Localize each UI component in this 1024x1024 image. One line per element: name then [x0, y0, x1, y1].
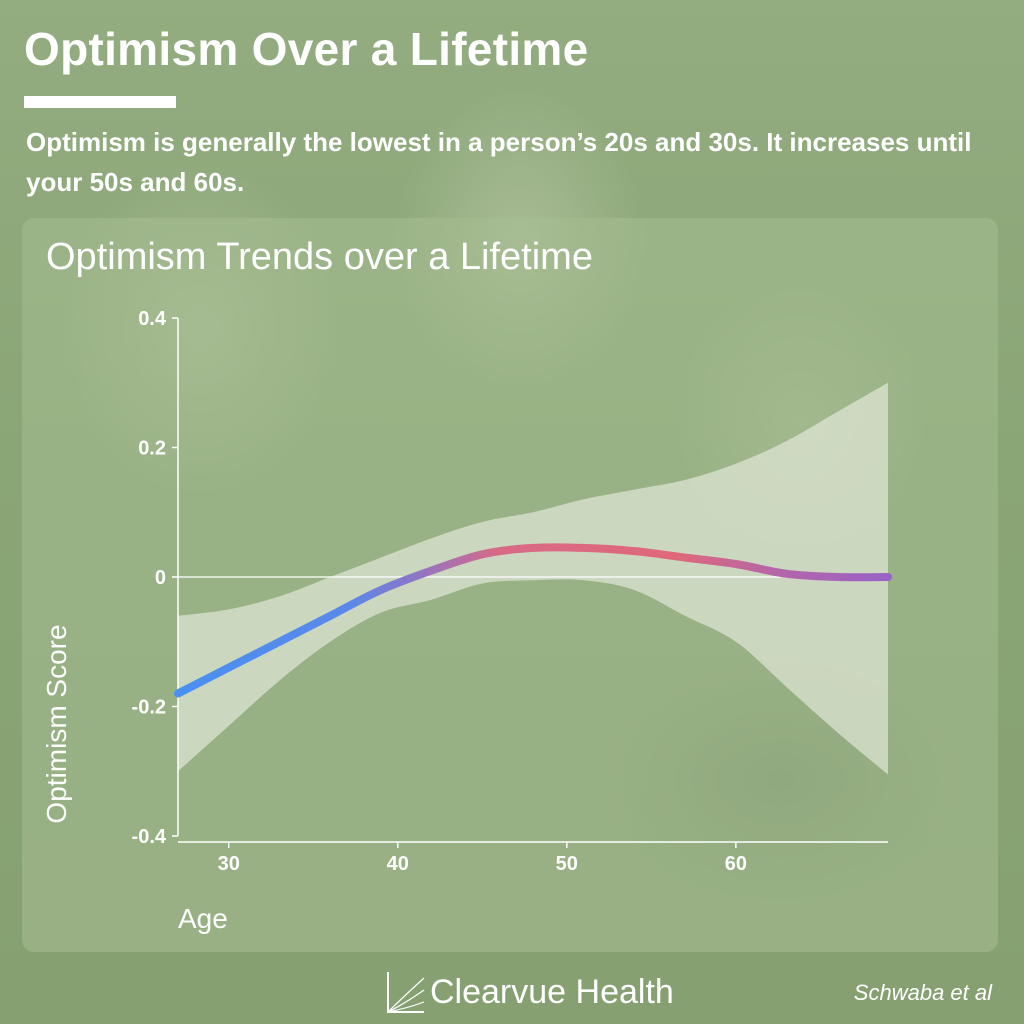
source-credit: Schwaba et al — [853, 980, 992, 1005]
y-tick-label: -0.4 — [132, 826, 167, 848]
page-subtitle: Optimism is generally the lowest in a pe… — [26, 127, 972, 197]
x-tick-label: 30 — [218, 853, 240, 875]
title-underline — [24, 96, 176, 108]
y-tick-label: -0.2 — [132, 697, 166, 719]
clearvue-logo-icon — [387, 972, 425, 1013]
y-tick-label: 0.4 — [138, 308, 167, 330]
y-tick-label: 0 — [155, 567, 166, 589]
brand-logo: Clearvue Health — [386, 968, 674, 1016]
x-tick-label: 40 — [387, 853, 409, 875]
x-tick-label: 60 — [725, 853, 747, 875]
y-axis-title: Optimism Score — [41, 624, 72, 823]
y-tick-label: 0.2 — [138, 438, 166, 460]
confidence-band — [178, 382, 888, 775]
trend-line — [174, 543, 892, 698]
x-tick-label: 50 — [556, 853, 578, 875]
page-title: Optimism Over a Lifetime — [24, 23, 589, 75]
x-axis-title: Age — [178, 903, 228, 934]
chart-title: Optimism Trends over a Lifetime — [46, 236, 593, 278]
brand-name: Clearvue Health — [430, 972, 674, 1011]
